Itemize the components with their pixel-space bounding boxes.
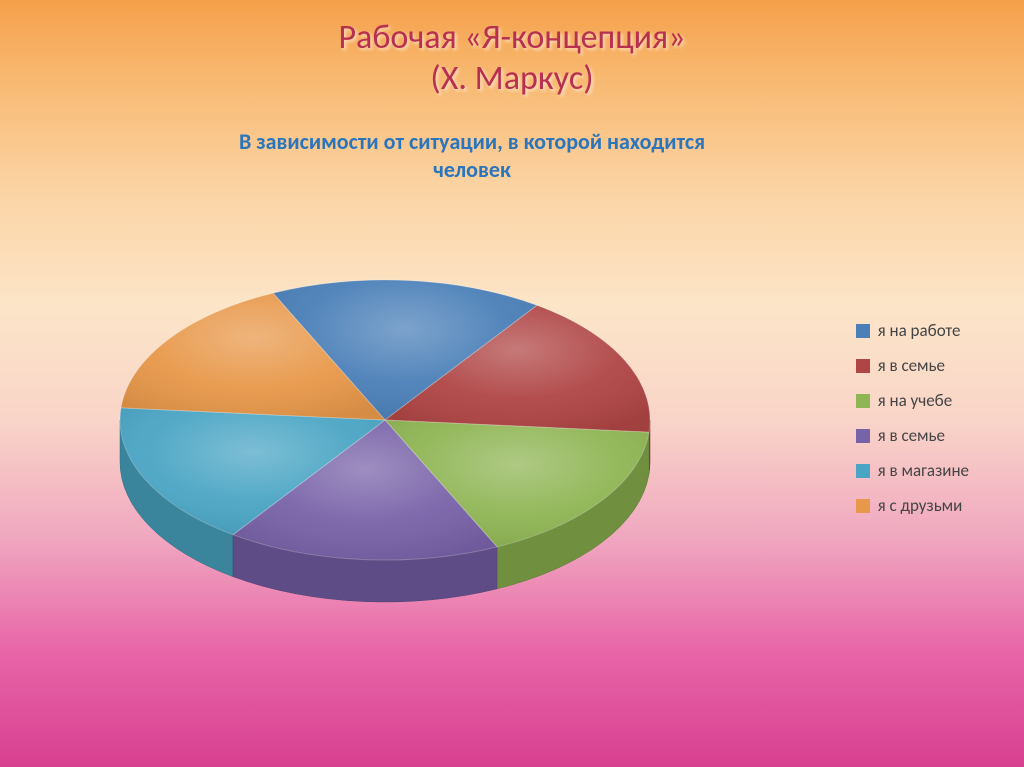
legend-swatch: [856, 324, 870, 338]
slide-title: Рабочая «Я-концепция» (Х. Маркус): [0, 0, 1024, 100]
legend-label: я в магазине: [878, 460, 969, 481]
legend-item: я на работе: [856, 320, 969, 341]
legend-label: я на учебе: [878, 390, 953, 411]
legend-swatch: [856, 464, 870, 478]
title-line2: (Х. Маркус): [430, 58, 593, 99]
legend-swatch: [856, 499, 870, 513]
legend-item: я с друзьми: [856, 495, 969, 516]
legend-swatch: [856, 359, 870, 373]
legend-label: я в семье: [878, 355, 945, 376]
legend-label: я в семье: [878, 425, 945, 446]
pie-chart: [105, 225, 665, 665]
legend-item: я в магазине: [856, 460, 969, 481]
legend-swatch: [856, 394, 870, 408]
legend-item: я в семье: [856, 425, 969, 446]
subtitle-line1: В зависимости от ситуации, в которой нах…: [239, 128, 705, 155]
legend-item: я в семье: [856, 355, 969, 376]
legend-label: я на работе: [878, 320, 961, 341]
chart-subtitle: В зависимости от ситуации, в которой нах…: [0, 128, 1024, 185]
subtitle-line2: человек: [433, 156, 511, 183]
legend-swatch: [856, 429, 870, 443]
legend-item: я на учебе: [856, 390, 969, 411]
chart-legend: я на работе я в семье я на учебе я в семье я…: [856, 320, 969, 530]
title-line1: Рабочая «Я-концепция»: [338, 17, 685, 58]
legend-label: я с друзьми: [878, 495, 963, 516]
